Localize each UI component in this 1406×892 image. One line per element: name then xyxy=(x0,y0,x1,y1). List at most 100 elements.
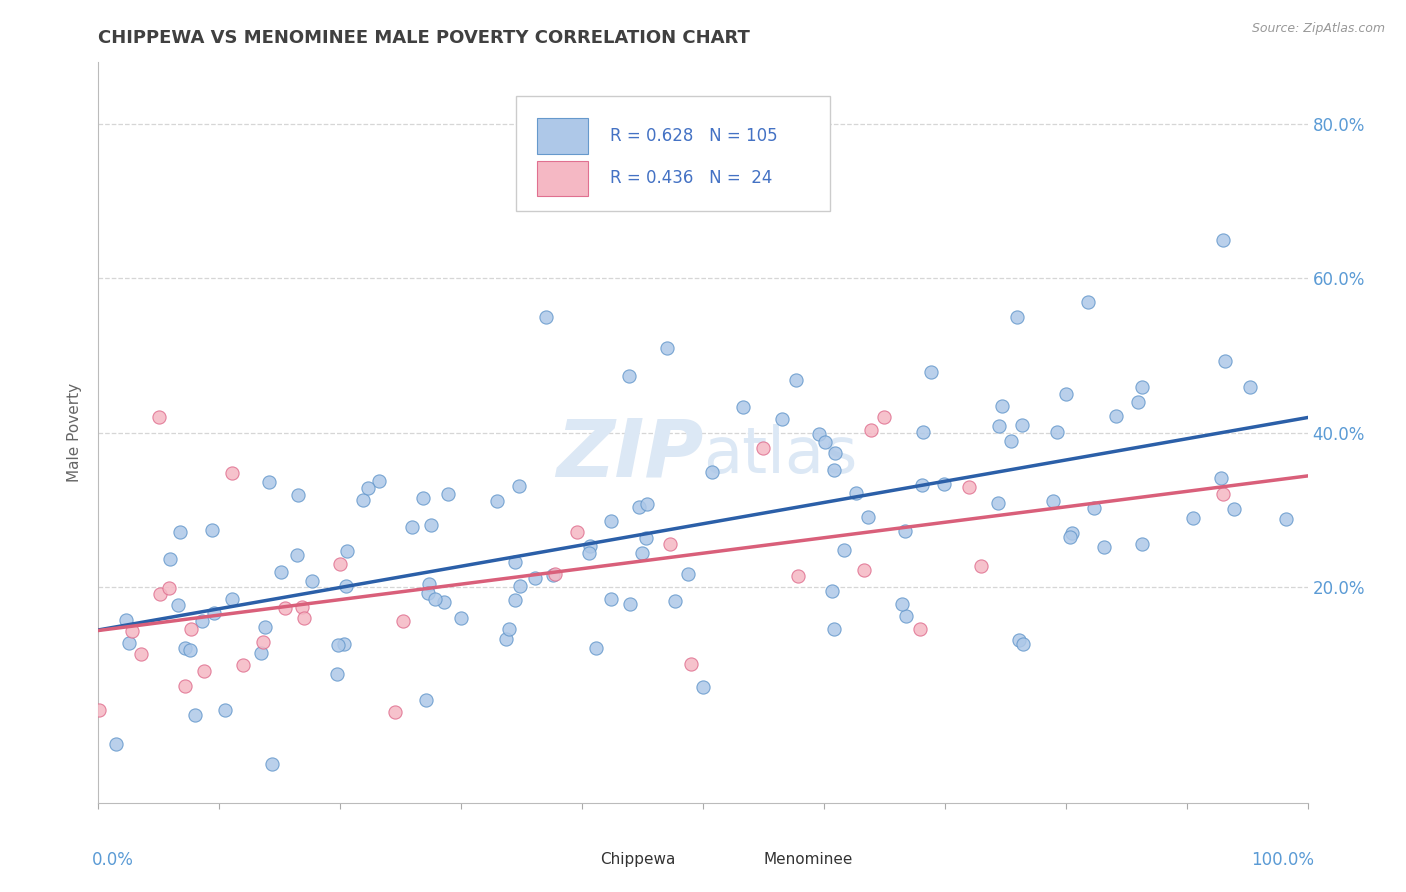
Point xyxy=(450,611,472,625)
Point xyxy=(1092,540,1115,554)
Point xyxy=(252,635,274,649)
Text: Menominee: Menominee xyxy=(763,853,853,867)
Point xyxy=(89,703,111,717)
FancyBboxPatch shape xyxy=(537,161,588,196)
Point xyxy=(418,585,440,599)
Point xyxy=(523,571,546,585)
Point xyxy=(169,525,191,540)
Point xyxy=(911,478,934,492)
Point xyxy=(630,546,652,560)
Point xyxy=(1239,380,1261,394)
Point xyxy=(1209,470,1232,484)
Point xyxy=(834,543,856,558)
Point xyxy=(259,475,281,490)
Text: atlas: atlas xyxy=(703,424,858,486)
Point xyxy=(232,657,254,672)
Point xyxy=(1077,295,1099,310)
Point xyxy=(1105,409,1128,423)
Point xyxy=(891,597,914,611)
Point xyxy=(1007,310,1029,324)
Point xyxy=(190,614,212,628)
Point xyxy=(1212,487,1234,501)
Point xyxy=(159,552,181,566)
Point xyxy=(498,622,520,636)
Point xyxy=(541,567,564,582)
Point xyxy=(292,610,315,624)
Point xyxy=(823,463,845,477)
Point xyxy=(485,493,508,508)
Point xyxy=(285,549,308,563)
Point xyxy=(291,599,314,614)
Point xyxy=(617,369,640,384)
Point xyxy=(578,546,600,560)
FancyBboxPatch shape xyxy=(721,847,755,871)
Text: R = 0.436   N =  24: R = 0.436 N = 24 xyxy=(610,169,772,187)
Point xyxy=(1011,418,1033,433)
Point xyxy=(894,524,917,538)
Point xyxy=(193,665,215,679)
Point xyxy=(664,594,686,608)
Point xyxy=(860,424,883,438)
FancyBboxPatch shape xyxy=(558,847,592,871)
Point xyxy=(1046,425,1069,439)
Point xyxy=(509,579,531,593)
Point xyxy=(352,493,374,508)
Point xyxy=(1060,526,1083,541)
Point xyxy=(544,566,567,581)
Point xyxy=(167,599,190,613)
Point xyxy=(200,523,222,537)
Text: Chippewa: Chippewa xyxy=(600,853,676,867)
Point xyxy=(733,401,755,415)
Point xyxy=(1128,394,1150,409)
Point xyxy=(1213,354,1236,368)
Point xyxy=(911,425,934,439)
Point xyxy=(988,418,1011,433)
FancyBboxPatch shape xyxy=(516,95,830,211)
Text: Source: ZipAtlas.com: Source: ZipAtlas.com xyxy=(1251,22,1385,36)
Point xyxy=(214,703,236,717)
Point xyxy=(957,480,980,494)
Point xyxy=(287,488,309,502)
Point xyxy=(1000,434,1022,449)
Point xyxy=(329,557,352,571)
Text: ZIP: ZIP xyxy=(555,416,703,494)
Point xyxy=(415,692,437,706)
Point xyxy=(807,426,830,441)
FancyBboxPatch shape xyxy=(537,118,588,153)
Point xyxy=(1059,530,1081,544)
Point xyxy=(249,646,271,660)
Point xyxy=(932,477,955,491)
Point xyxy=(692,680,714,694)
Point xyxy=(328,638,350,652)
Point xyxy=(813,435,835,450)
Point xyxy=(1223,502,1246,516)
Point xyxy=(503,593,526,607)
Point xyxy=(600,514,623,528)
Text: 0.0%: 0.0% xyxy=(93,851,134,869)
Point xyxy=(770,412,793,426)
Point xyxy=(503,555,526,569)
Point xyxy=(1083,500,1105,515)
Point xyxy=(567,525,589,540)
Point xyxy=(636,497,658,511)
Point xyxy=(908,622,931,636)
Point xyxy=(418,577,440,591)
Point xyxy=(104,737,127,751)
Point xyxy=(260,757,283,772)
Point xyxy=(1181,511,1204,525)
Point xyxy=(702,465,724,479)
Point xyxy=(1011,636,1033,650)
Point xyxy=(174,679,197,693)
Point xyxy=(824,446,846,460)
Point xyxy=(627,500,650,515)
Point xyxy=(987,496,1010,510)
Point xyxy=(534,310,557,324)
Point xyxy=(301,574,323,588)
Point xyxy=(149,587,172,601)
Point xyxy=(991,399,1014,413)
Point xyxy=(423,592,446,607)
Point xyxy=(368,474,391,488)
Point xyxy=(221,466,243,480)
Point xyxy=(823,622,845,636)
Point xyxy=(1275,512,1298,526)
